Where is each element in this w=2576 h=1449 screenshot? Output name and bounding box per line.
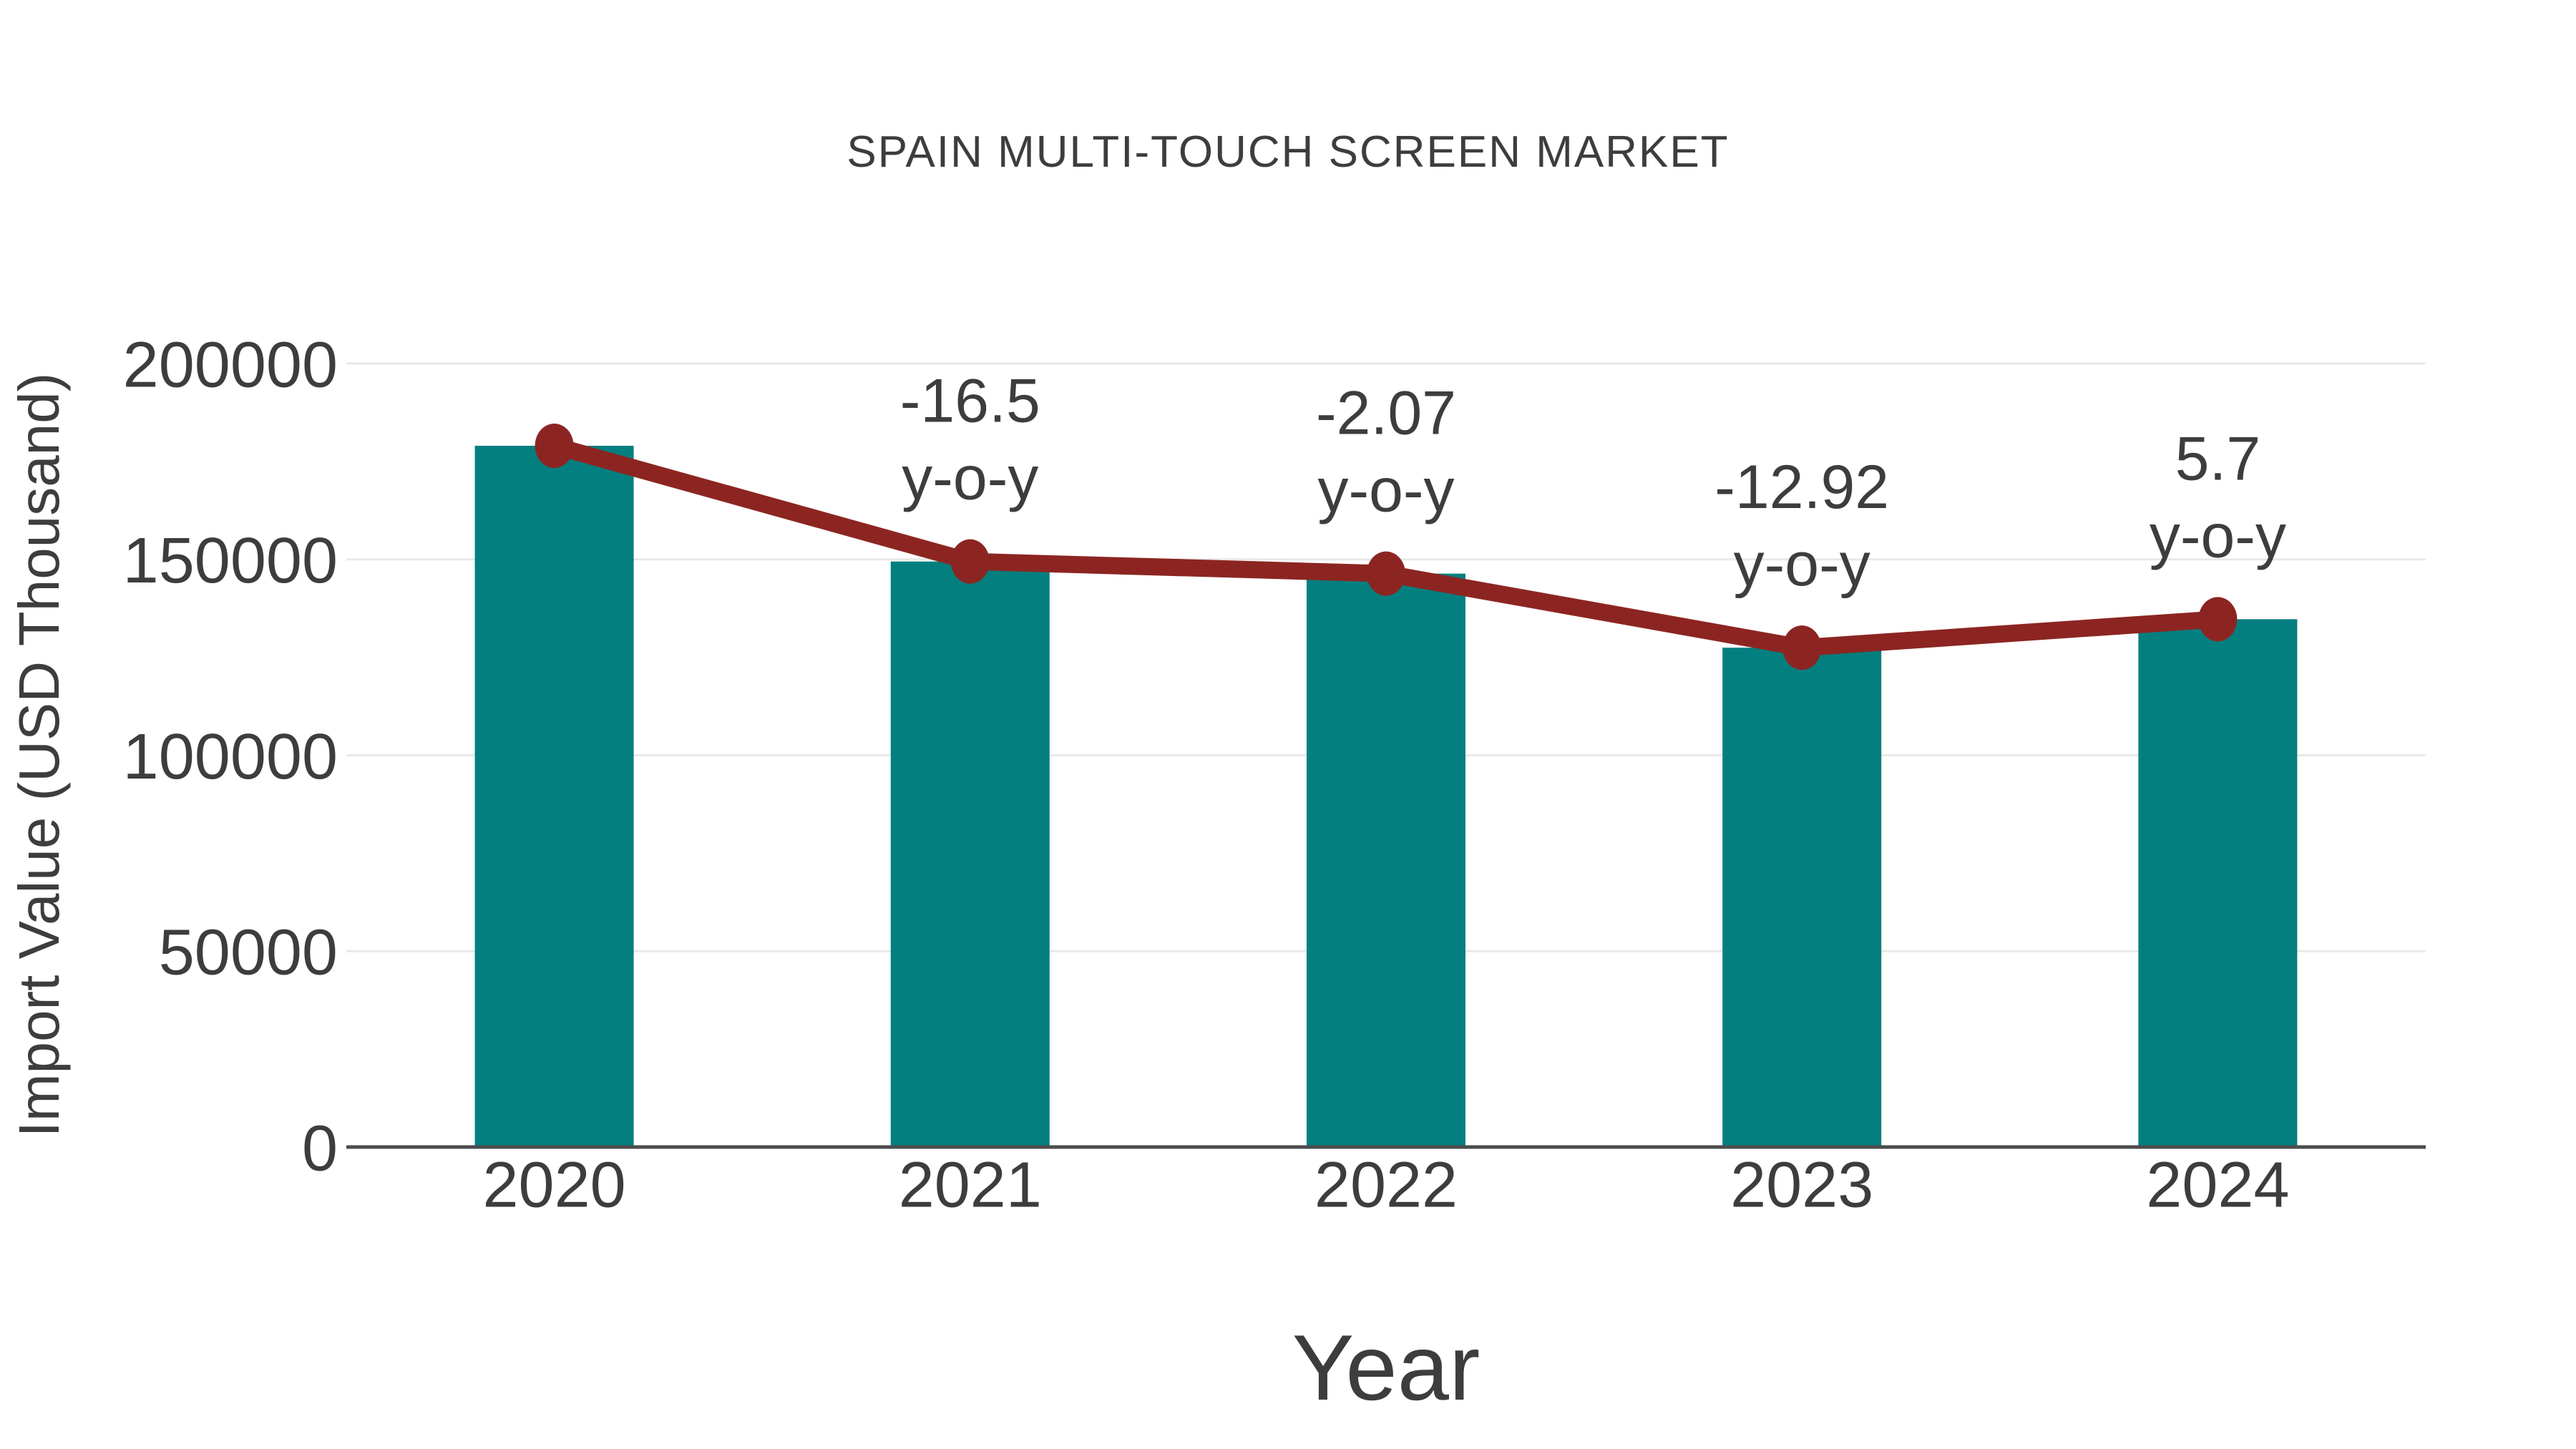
data-point-marker-2022 bbox=[1367, 551, 1405, 596]
x-tick-label: 2021 bbox=[899, 1149, 1042, 1221]
bar-2021 bbox=[890, 561, 1050, 1147]
annotation-suffix-2022: y-o-y bbox=[1317, 457, 1454, 525]
y-axis-title: Import Value (USD Thousand) bbox=[7, 372, 71, 1138]
x-tick-label: 2022 bbox=[1314, 1149, 1458, 1221]
x-tick-label: 2020 bbox=[482, 1149, 625, 1221]
annotation-value-2023: -12.92 bbox=[1714, 453, 1889, 522]
y-tick-label: 150000 bbox=[123, 525, 338, 597]
annotation-suffix-2023: y-o-y bbox=[1734, 530, 1870, 599]
data-point-marker-2021 bbox=[950, 539, 990, 584]
x-axis-title: Year bbox=[1292, 1315, 1480, 1420]
annotation-suffix-2024: y-o-y bbox=[2150, 502, 2286, 570]
x-tick-label: 2023 bbox=[1730, 1149, 1873, 1221]
bar-2023 bbox=[1722, 648, 1882, 1147]
y-tick-label: 100000 bbox=[123, 721, 338, 793]
data-point-marker-2023 bbox=[1782, 625, 1822, 670]
bar-2024 bbox=[2138, 619, 2298, 1147]
y-tick-label: 50000 bbox=[159, 917, 338, 989]
y-tick-label: 200000 bbox=[123, 329, 338, 401]
annotation-value-2024: 5.7 bbox=[2175, 424, 2261, 493]
y-tick-label: 0 bbox=[302, 1113, 338, 1184]
x-tick-label: 2024 bbox=[2146, 1149, 2289, 1221]
bar-2020 bbox=[474, 445, 634, 1147]
bar-2022 bbox=[1307, 573, 1465, 1147]
annotation-value-2022: -2.07 bbox=[1316, 379, 1456, 448]
annotation-suffix-2021: y-o-y bbox=[902, 444, 1038, 513]
data-point-marker-2020 bbox=[535, 423, 574, 468]
annotation-value-2021: -16.5 bbox=[900, 367, 1040, 436]
chart-title: SPAIN MULTI-TOUCH SCREEN MARKET bbox=[847, 127, 1729, 177]
data-point-marker-2024 bbox=[2198, 597, 2238, 642]
